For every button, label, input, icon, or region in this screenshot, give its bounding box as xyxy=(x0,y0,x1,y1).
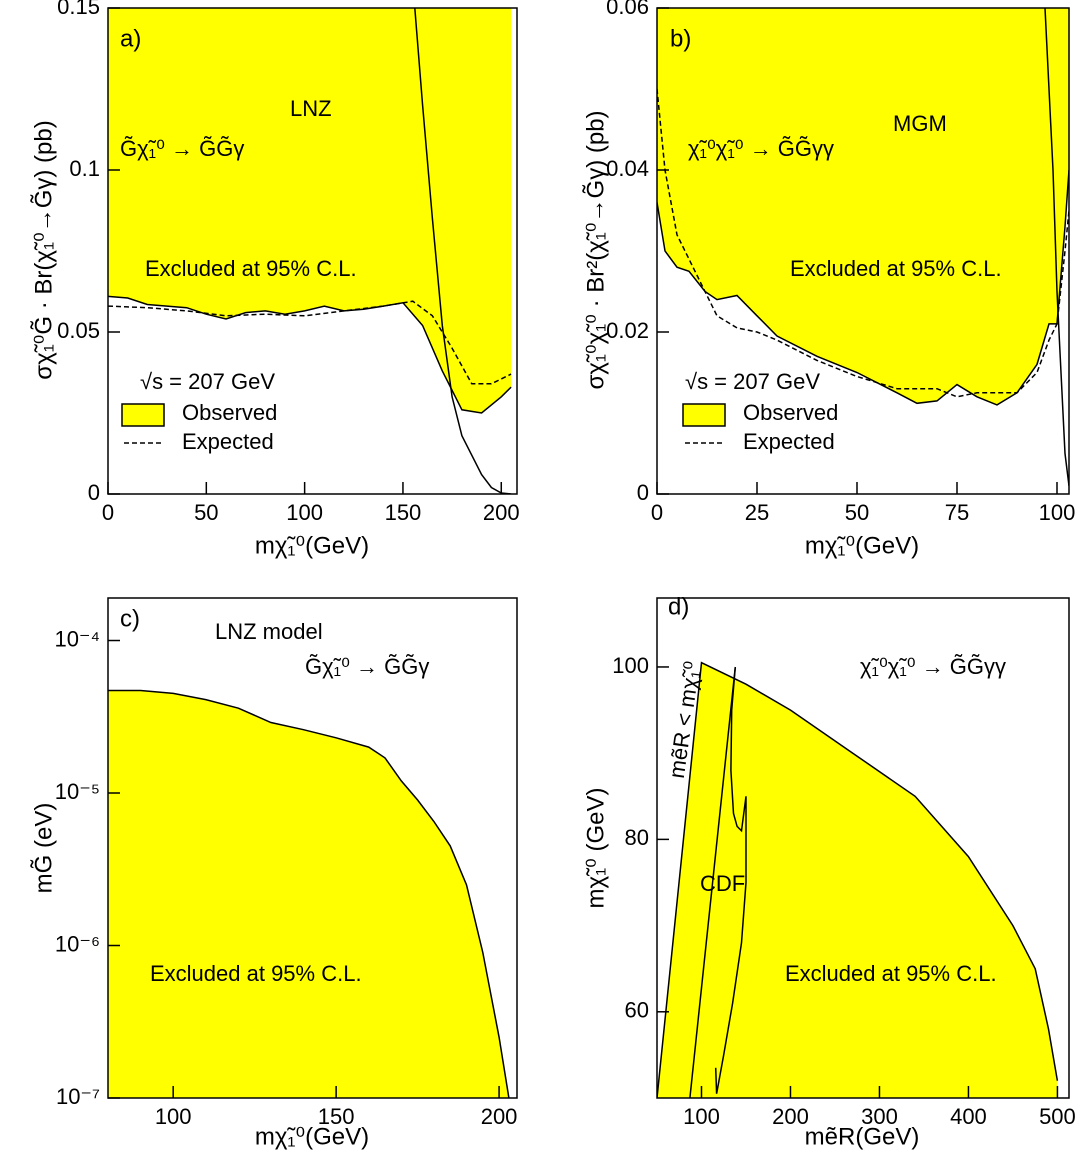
plot-area xyxy=(657,661,1059,1098)
annotation: CDF xyxy=(700,871,745,896)
x-tick-label: 400 xyxy=(950,1104,987,1129)
area xyxy=(108,690,509,1098)
x-tick-label: 100 xyxy=(1039,500,1076,525)
annotation: G̃χ̃₁⁰ → G̃G̃γ xyxy=(120,136,244,161)
annotation: MGM xyxy=(893,111,947,136)
y-axis-title: mG̃ (eV) xyxy=(30,803,57,894)
frame xyxy=(656,7,1070,495)
line xyxy=(108,689,510,1098)
y-tick-label: 0.15 xyxy=(57,0,100,19)
plot-area xyxy=(108,8,512,494)
x-tick-label: 300 xyxy=(861,1104,898,1129)
line xyxy=(714,666,747,1094)
x-axis-title: mχ̃₁⁰(GeV) xyxy=(805,532,919,559)
y-tick-label: 0 xyxy=(637,480,649,505)
x-tick-label: 150 xyxy=(318,1104,355,1129)
x-axis-title: mχ̃₁⁰(GeV) xyxy=(255,532,369,559)
y-tick-label: 0.06 xyxy=(606,0,649,19)
x-tick-label: 200 xyxy=(772,1104,809,1129)
frame xyxy=(107,7,518,495)
legend-label: Expected xyxy=(743,429,835,454)
annotation: χ̃₁⁰χ̃₁⁰ → G̃G̃γγ xyxy=(860,654,1006,679)
annotation: Excluded at 95% C.L. xyxy=(790,256,1002,281)
x-tick-label: 75 xyxy=(945,500,969,525)
x-tick-label: 0 xyxy=(102,500,114,525)
panel-label: c) xyxy=(120,605,140,632)
x-tick-label: 0 xyxy=(651,500,663,525)
legend-swatch xyxy=(121,403,165,427)
annotation: Excluded at 95% C.L. xyxy=(785,961,997,986)
y-tick-label: 0.02 xyxy=(606,318,649,343)
annotation: Excluded at 95% C.L. xyxy=(145,256,357,281)
y-tick-label: 100 xyxy=(612,653,649,678)
y-tick-label: 0.04 xyxy=(606,156,649,181)
line xyxy=(657,169,1069,406)
x-tick-label: 500 xyxy=(1039,1104,1076,1129)
area xyxy=(108,8,512,413)
plot-area xyxy=(657,8,1069,486)
plot-area xyxy=(108,689,510,1098)
y-axis-title: mχ̃₁⁰ (GeV) xyxy=(582,788,609,909)
y-tick-label: 60 xyxy=(625,998,649,1023)
x-tick-label: 50 xyxy=(194,500,218,525)
frame xyxy=(107,597,518,1099)
y-axis-title: σχ̃₁⁰G̃ · Br(χ̃₁⁰→G̃γ) (pb) xyxy=(30,120,57,379)
legend-label: Observed xyxy=(743,400,838,425)
x-tick-label: 200 xyxy=(483,500,520,525)
legend-label: Expected xyxy=(182,429,274,454)
annotation: Excluded at 95% C.L. xyxy=(150,961,362,986)
y-tick-label: 80 xyxy=(625,825,649,850)
line xyxy=(689,666,737,1098)
y-axis-title: σχ̃₁⁰χ̃₁⁰ · Br²(χ̃₁⁰→G̃γ) (pb) xyxy=(582,110,609,389)
line xyxy=(657,661,1059,1098)
y-tick-label: 10⁻⁴ xyxy=(54,626,100,651)
area xyxy=(657,662,1058,1098)
x-tick-label: 25 xyxy=(745,500,769,525)
line xyxy=(657,88,1069,398)
y-tick-label: 0.1 xyxy=(69,156,100,181)
x-tick-label: 100 xyxy=(683,1104,720,1129)
panel-label: d) xyxy=(668,593,689,620)
y-tick-label: 10⁻⁶ xyxy=(55,931,100,956)
annotation: √s = 207 GeV xyxy=(685,369,820,394)
panel-label: a) xyxy=(120,25,141,52)
x-tick-label: 100 xyxy=(155,1104,192,1129)
line xyxy=(108,295,512,414)
annotation: G̃χ̃₁⁰ → G̃G̃γ xyxy=(305,654,429,679)
x-tick-label: 50 xyxy=(845,500,869,525)
line xyxy=(414,8,512,494)
y-tick-label: 10⁻⁷ xyxy=(56,1084,100,1109)
area xyxy=(657,8,1069,405)
y-tick-label: 0.05 xyxy=(57,318,100,343)
x-tick-label: 100 xyxy=(286,500,323,525)
annotation: χ̃₁⁰χ̃₁⁰ → G̃G̃γγ xyxy=(688,136,834,161)
legend-swatch xyxy=(682,403,726,427)
x-tick-label: 200 xyxy=(481,1104,518,1129)
annotation: LNZ model xyxy=(215,619,323,644)
y-tick-label: 0 xyxy=(88,480,100,505)
x-axis-title: mẽR(GeV) xyxy=(805,1123,920,1150)
x-tick-label: 150 xyxy=(385,500,422,525)
line xyxy=(1044,8,1069,486)
line xyxy=(108,300,512,385)
annotation: LNZ xyxy=(290,96,332,121)
y-tick-label: 10⁻⁵ xyxy=(55,779,100,804)
legend-label: Observed xyxy=(182,400,277,425)
frame xyxy=(656,597,1070,1099)
annotation: √s = 207 GeV xyxy=(140,369,275,394)
x-axis-title: mχ̃₁⁰(GeV) xyxy=(255,1123,369,1150)
panel-label: b) xyxy=(670,25,691,52)
